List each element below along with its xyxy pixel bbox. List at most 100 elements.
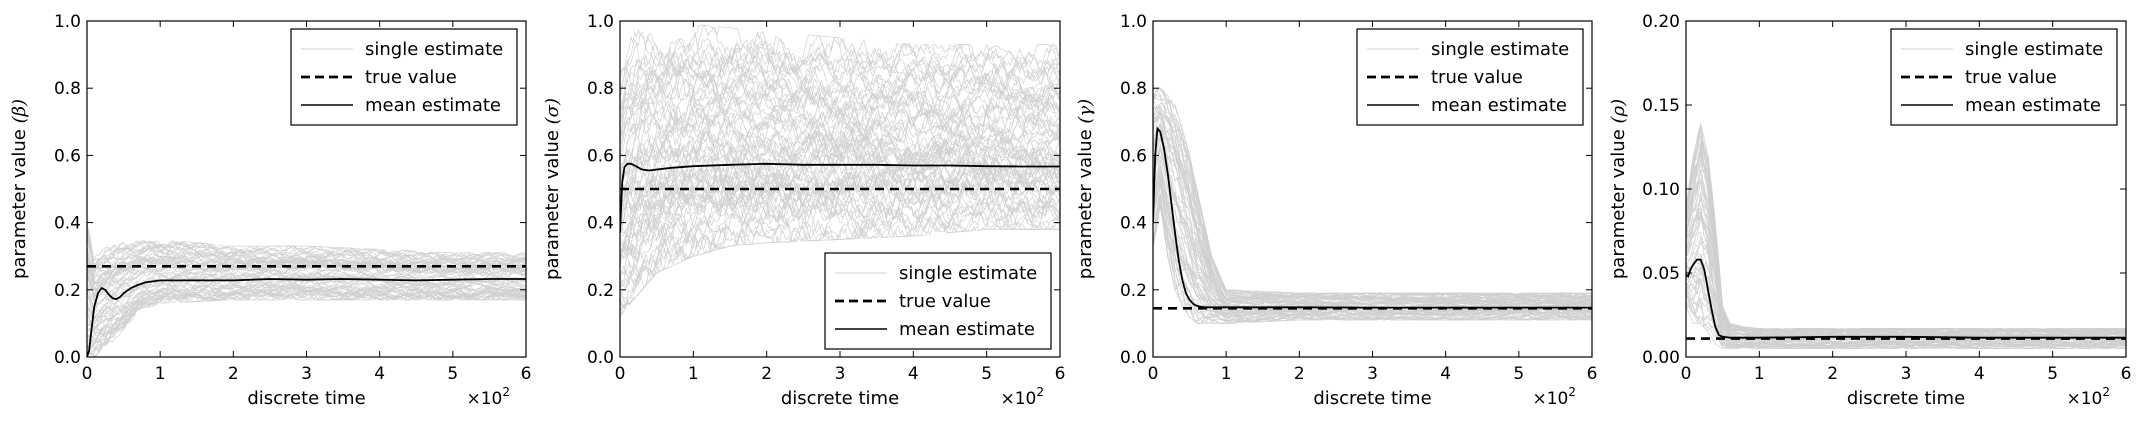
single-estimate-line (1153, 144, 1592, 314)
legend-label-true: true value (899, 291, 991, 312)
single-estimate-line (620, 119, 1060, 188)
x-axis-label: discrete time (1847, 388, 1965, 409)
legend-label-single: single estimate (899, 263, 1037, 284)
x-tick-label: 0 (1681, 364, 1692, 384)
x-tick-label: 4 (1974, 364, 1985, 384)
single-estimate-line (1686, 179, 2126, 337)
x-axis-label: discrete time (781, 388, 899, 409)
single-estimate-line (1686, 135, 2126, 333)
single-estimate-line (1153, 183, 1592, 320)
x-axis-multiplier: ×102 (466, 385, 510, 409)
single-estimate-line (620, 103, 1060, 181)
single-estimate-line (1153, 103, 1592, 301)
plot-area (1153, 87, 1592, 324)
y-tick-label: 0.10 (1642, 180, 1680, 200)
single-estimate-line (87, 259, 526, 303)
single-estimate-line (1153, 198, 1592, 320)
plot-area (1686, 123, 2126, 350)
y-tick-label: 0.0 (1120, 348, 1147, 368)
x-tick-label: 2 (761, 364, 772, 384)
single-estimate-line (1686, 210, 2126, 342)
single-estimate-line (1686, 152, 2126, 335)
legend-label-mean: mean estimate (1431, 95, 1567, 116)
x-tick-label: 3 (1901, 364, 1912, 384)
single-estimate-line (1686, 219, 2126, 341)
y-tick-label: 0.4 (587, 214, 614, 234)
x-tick-label: 1 (1221, 364, 1232, 384)
single-estimate-line (1686, 145, 2126, 335)
mean-estimate-line (1153, 126, 1592, 309)
single-estimate-line (1153, 111, 1592, 304)
single-estimate-line (620, 165, 1060, 267)
x-tick-label: 5 (447, 364, 458, 384)
single-estimate-line (620, 158, 1060, 259)
single-estimate-line (620, 24, 1060, 76)
y-tick-label: 0.0 (54, 348, 81, 368)
x-tick-label: 3 (301, 364, 312, 384)
single-estimate-line (1153, 127, 1592, 305)
single-estimate-line (620, 35, 1060, 101)
single-estimate-line (1686, 179, 2126, 339)
y-tick-label: 0.20 (1642, 12, 1680, 32)
x-tick-label: 6 (2121, 364, 2132, 384)
single-estimate-line (620, 127, 1060, 213)
single-estimate-line (1686, 143, 2126, 336)
y-tick-label: 0.2 (1120, 281, 1147, 301)
x-axis-multiplier: ×102 (1000, 385, 1044, 409)
single-estimate-line (1153, 180, 1592, 319)
single-estimate-line (620, 115, 1060, 210)
single-estimate-line (620, 45, 1060, 119)
single-estimate-line (1686, 128, 2126, 334)
single-estimate-line (87, 253, 526, 285)
single-estimate-line (620, 96, 1060, 173)
single-estimate-line (1686, 260, 2126, 346)
x-tick-label: 1 (688, 364, 699, 384)
x-tick-label: 5 (2047, 364, 2058, 384)
single-estimate-line (1686, 155, 2126, 336)
single-estimate-line (620, 119, 1060, 199)
single-estimate-line (1686, 210, 2126, 341)
single-estimate-line (87, 289, 526, 357)
single-estimate-line (620, 51, 1060, 139)
single-estimate-line (87, 287, 526, 343)
single-estimate-line (1686, 164, 2126, 336)
single-estimate-line (1686, 140, 2126, 334)
single-estimate-line (620, 173, 1060, 262)
single-estimate-line (1686, 142, 2126, 333)
x-tick-label: 5 (981, 364, 992, 384)
legend-box (290, 28, 518, 126)
x-tick-label: 2 (1827, 364, 1838, 384)
single-estimate-line (620, 61, 1060, 142)
single-estimate-line (620, 158, 1060, 252)
single-estimate-line (620, 24, 1060, 87)
single-estimate-line (620, 169, 1060, 262)
legend-label-single: single estimate (1965, 39, 2103, 60)
x-axis-multiplier: ×102 (1532, 385, 1576, 409)
single-estimate-line (620, 85, 1060, 158)
x-tick-label: 3 (835, 364, 846, 384)
mean-estimate-line (1686, 258, 2126, 339)
x-tick-label: 1 (155, 364, 166, 384)
plot-area (620, 24, 1060, 317)
single-estimate-line (620, 205, 1060, 313)
single-estimate-line (1153, 100, 1592, 301)
single-estimate-line (620, 28, 1060, 98)
single-estimate-line (87, 236, 526, 272)
legend-label-mean: mean estimate (899, 319, 1035, 340)
single-estimate-line (1686, 139, 2126, 335)
legend: single estimate true value mean estimate (1356, 28, 1584, 126)
single-estimate-line (620, 164, 1060, 251)
y-axis-label: parameter value (ρ) (1608, 99, 1629, 279)
single-estimate-line (1686, 212, 2126, 342)
single-estimate-line (1686, 288, 2126, 349)
y-tick-label: 0.0 (587, 348, 614, 368)
x-tick-label: 6 (521, 364, 532, 384)
single-estimate-line (1686, 195, 2126, 339)
legend-label-single: single estimate (1431, 39, 1569, 60)
single-estimate-line (87, 285, 526, 345)
single-estimate-line (1686, 214, 2126, 342)
single-estimate-line (1686, 208, 2126, 339)
x-tick-label: 4 (908, 364, 919, 384)
y-tick-label: 0.8 (54, 79, 81, 99)
